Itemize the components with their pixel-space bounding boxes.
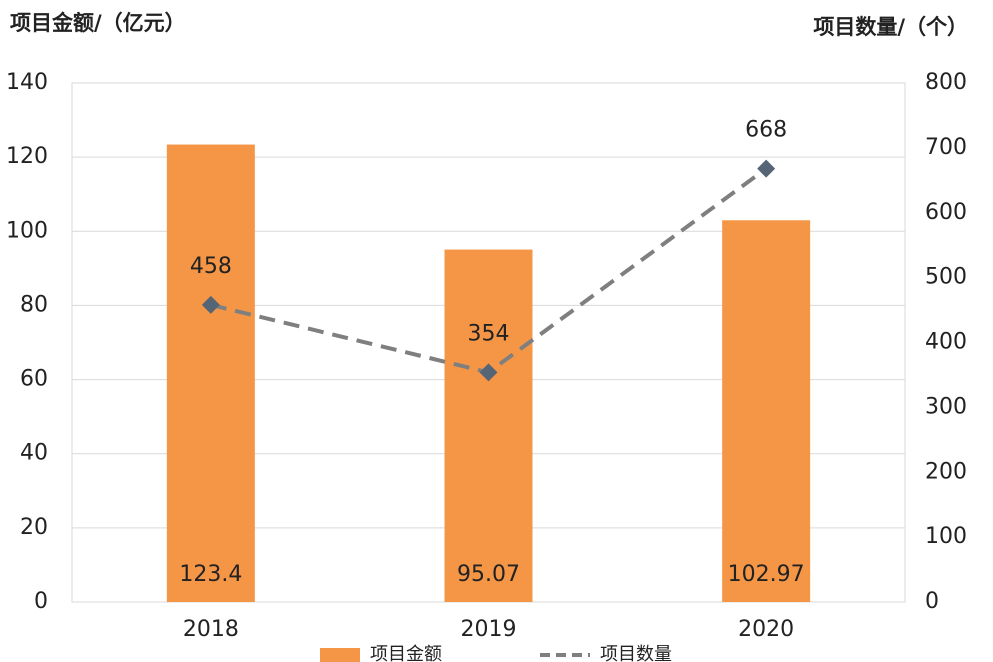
bar xyxy=(166,144,255,602)
x-tick-label: 2020 xyxy=(738,617,794,642)
y-tick-label: 140 xyxy=(6,70,48,95)
y-tick-label: 40 xyxy=(20,441,48,466)
line-value-label: 458 xyxy=(190,254,232,279)
y-tick-label: 60 xyxy=(20,367,48,392)
legend-label: 项目金额 xyxy=(370,644,442,662)
bar-value-label: 123.4 xyxy=(179,562,242,587)
y2-tick-label: 800 xyxy=(925,70,967,95)
y2-tick-label: 300 xyxy=(925,394,967,419)
y2-tick-label: 600 xyxy=(925,200,967,225)
line-value-label: 668 xyxy=(745,118,787,143)
y2-axis-title: 项目数量/（个） xyxy=(813,15,968,39)
line-marker xyxy=(479,363,498,382)
y2-tick-label: 0 xyxy=(925,589,939,614)
x-tick-label: 2019 xyxy=(461,617,517,642)
y-tick-label: 0 xyxy=(34,589,48,614)
y-tick-label: 20 xyxy=(20,515,48,540)
y2-tick-label: 400 xyxy=(925,330,967,355)
y2-tick-label: 700 xyxy=(925,135,967,160)
legend-label: 项目数量 xyxy=(600,644,672,662)
y-axis-title: 项目金额/（亿元） xyxy=(10,11,186,35)
x-tick-label: 2018 xyxy=(183,617,239,642)
line-marker xyxy=(757,159,776,178)
bar-value-label: 95.07 xyxy=(457,562,520,587)
line-value-label: 354 xyxy=(468,321,510,346)
bar xyxy=(722,220,811,602)
y2-tick-label: 500 xyxy=(925,265,967,290)
bar-value-label: 102.97 xyxy=(728,562,805,587)
y2-tick-label: 100 xyxy=(925,524,967,549)
y-tick-label: 80 xyxy=(20,292,48,317)
y-tick-label: 120 xyxy=(6,144,48,169)
bar xyxy=(444,249,533,602)
legend-swatch xyxy=(320,648,360,662)
y-tick-label: 100 xyxy=(6,218,48,243)
y2-tick-label: 200 xyxy=(925,459,967,484)
line-marker xyxy=(201,295,220,314)
